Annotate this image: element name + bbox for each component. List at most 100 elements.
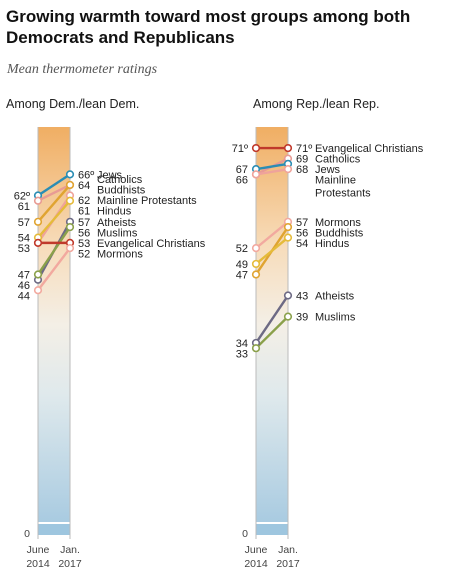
point-end-mainline-protestants bbox=[283, 165, 293, 174]
series-label-atheists: Atheists bbox=[315, 291, 355, 303]
x-tick-label: June bbox=[27, 544, 50, 556]
point-end-muslims bbox=[65, 222, 75, 232]
series-label-mainline-protestants-line2: Protestants bbox=[315, 188, 371, 200]
point-end-atheists bbox=[283, 291, 293, 300]
point-start-mormons bbox=[251, 244, 261, 253]
point-start-catholics bbox=[33, 196, 43, 205]
series-line-hindus bbox=[255, 236, 289, 265]
start-value-label: 57 bbox=[18, 217, 30, 229]
y-zero-label: 0 bbox=[242, 528, 248, 540]
start-value-label: 62º bbox=[14, 190, 30, 202]
point-end-hindus bbox=[65, 196, 75, 205]
chart-title: Growing warmth toward most groups among … bbox=[6, 7, 411, 47]
axis-base-band bbox=[256, 524, 288, 535]
end-value-label: 57 bbox=[78, 217, 90, 229]
series-line-muslims bbox=[37, 226, 71, 276]
end-value-label: 71º bbox=[296, 143, 312, 155]
x-tick-label: 2014 bbox=[244, 558, 268, 570]
series-lines bbox=[255, 146, 289, 350]
series-line-jews bbox=[37, 173, 71, 197]
end-value-label: 66º bbox=[78, 169, 94, 181]
x-tick-label: 2017 bbox=[58, 558, 82, 570]
start-value-label: 47 bbox=[18, 269, 30, 281]
series-label-mainline-protestants: Mainline bbox=[315, 175, 356, 187]
point-end-buddhists bbox=[283, 222, 293, 232]
axis-base-band bbox=[38, 524, 70, 535]
end-value-label: 56 bbox=[296, 227, 308, 239]
chart-subtitle: Mean thermometer ratings bbox=[7, 62, 158, 77]
series-line-atheists bbox=[255, 294, 289, 344]
start-value-label: 44 bbox=[18, 290, 30, 302]
point-end-jews bbox=[65, 170, 75, 179]
panel-among-dem-lean-dem: Among Dem./lean Dem. 0 June 2014 Jan. 2017 62º… bbox=[6, 97, 206, 570]
start-value-label: 54 bbox=[18, 233, 30, 245]
x-tick-label: June bbox=[245, 544, 268, 556]
end-value-label: 57 bbox=[296, 217, 308, 229]
end-value-label: 54 bbox=[296, 238, 308, 250]
point-start-evangelical-christians bbox=[33, 238, 43, 247]
start-value-label: 71º bbox=[232, 143, 248, 155]
series-label-mainline-protestants: Mainline Protestants bbox=[97, 195, 197, 207]
series-label-buddhists: Buddhists bbox=[97, 184, 146, 196]
end-value-label: 53 bbox=[78, 238, 90, 250]
point-start-mainline-protestants bbox=[251, 170, 261, 179]
point-start-muslims bbox=[33, 270, 43, 279]
series-line-mormons bbox=[255, 220, 289, 250]
end-value-label: 69 bbox=[296, 154, 308, 166]
series-label-atheists: Atheists bbox=[97, 217, 137, 229]
start-value-label: 52 bbox=[236, 243, 248, 255]
series-line-catholics bbox=[37, 183, 71, 202]
start-value-label: 46 bbox=[18, 280, 30, 292]
x-tick-label: Jan. bbox=[278, 544, 298, 556]
end-value-label: 52 bbox=[78, 248, 90, 260]
end-value-label: 61 bbox=[78, 205, 90, 217]
series-line-jews bbox=[255, 162, 289, 171]
series-label-jews: Jews bbox=[315, 164, 341, 176]
end-value-label: 68 bbox=[296, 164, 308, 176]
point-end-mormons bbox=[65, 244, 75, 253]
series-line-mainline-protestants bbox=[255, 167, 289, 176]
point-end-hindus bbox=[283, 233, 293, 242]
series-points bbox=[251, 143, 293, 353]
series-line-mormons bbox=[37, 247, 71, 291]
start-value-label: 61 bbox=[18, 201, 30, 213]
start-value-label: 67 bbox=[236, 164, 248, 176]
point-start-hindus bbox=[251, 259, 261, 269]
x-tick-label: 2014 bbox=[26, 558, 50, 570]
panel-title: Among Rep./lean Rep. bbox=[253, 97, 379, 111]
series-lines bbox=[36, 173, 72, 291]
series-label-hindus: Hindus bbox=[97, 205, 132, 217]
series-line-buddhists bbox=[37, 184, 71, 223]
x-tick-label: Jan. bbox=[60, 544, 80, 556]
point-end-buddhists bbox=[65, 180, 75, 190]
start-value-label: 33 bbox=[236, 348, 248, 360]
series-label-evangelical-christians: Evangelical Christians bbox=[97, 238, 206, 250]
series-label-catholics: Catholics bbox=[97, 174, 143, 186]
series-label-catholics: Catholics bbox=[315, 154, 361, 166]
end-value-label: 64 bbox=[78, 180, 90, 192]
series-label-muslims: Muslims bbox=[315, 312, 356, 324]
series-points bbox=[33, 170, 75, 295]
series-label-jews: Jews bbox=[97, 169, 123, 181]
point-start-evangelical-christians bbox=[251, 143, 261, 153]
point-start-mormons bbox=[33, 286, 43, 295]
start-value-label: 49 bbox=[236, 259, 248, 271]
panel-among-rep-lean-rep: Among Rep./lean Rep. 0 June 2014 Jan. 2017 71º… bbox=[232, 97, 424, 570]
series-label-muslims: Muslims bbox=[97, 227, 138, 239]
point-start-buddhists bbox=[33, 217, 43, 226]
end-value-label: 62 bbox=[78, 195, 90, 207]
x-tick-label: 2017 bbox=[276, 558, 300, 570]
series-label-evangelical-christians: Evangelical Christians bbox=[315, 143, 424, 155]
start-value-label: 66 bbox=[236, 175, 248, 187]
point-end-muslims bbox=[283, 312, 293, 321]
end-value-label: 56 bbox=[78, 227, 90, 239]
start-value-label: 47 bbox=[236, 269, 248, 281]
point-start-buddhists bbox=[251, 270, 261, 279]
series-line-hindus bbox=[37, 199, 71, 239]
end-value-label: 39 bbox=[296, 312, 308, 324]
series-label-mormons: Mormons bbox=[315, 217, 361, 229]
point-end-evangelical-christians bbox=[283, 143, 293, 153]
series-label-hindus: Hindus bbox=[315, 238, 350, 250]
end-value-label: 43 bbox=[296, 291, 308, 303]
